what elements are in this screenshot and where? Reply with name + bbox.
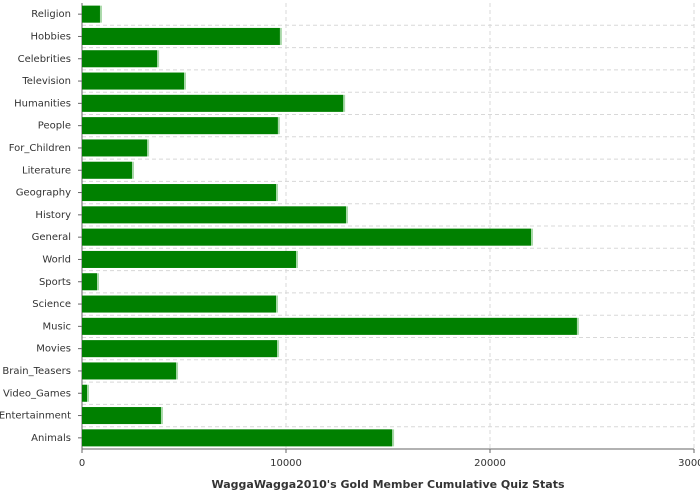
bar (82, 340, 278, 358)
y-tick-label: People (38, 121, 71, 132)
bar (82, 407, 161, 425)
bar (82, 117, 278, 135)
bar (82, 184, 277, 202)
y-tick-label: Video_Games (3, 388, 71, 399)
bar (82, 317, 577, 335)
bar (82, 228, 532, 246)
y-tick-label: Humanities (14, 98, 71, 109)
bar (82, 250, 296, 268)
bar (82, 72, 184, 90)
y-tick-label: Entertainment (0, 411, 71, 422)
bar (82, 50, 158, 68)
bar (82, 362, 177, 380)
y-tick-label: Religion (31, 9, 71, 20)
bar (82, 206, 346, 224)
y-tick-label: Literature (22, 165, 71, 176)
x-tick-label: 30000 (678, 458, 700, 469)
bar (82, 5, 100, 23)
y-tick-label: Sports (39, 277, 71, 288)
y-tick-label: Brain_Teasers (2, 366, 71, 377)
y-tick-label: Television (21, 76, 71, 87)
bar (82, 161, 132, 179)
x-tick-label: 10000 (270, 458, 302, 469)
y-tick-label: Animals (31, 433, 71, 444)
bar (82, 429, 393, 447)
y-tick-label: Hobbies (31, 31, 71, 42)
y-tick-label: History (35, 210, 71, 221)
y-tick-label: World (42, 254, 71, 265)
y-tick-label: Geography (16, 188, 71, 199)
bar (82, 94, 344, 112)
bar (82, 139, 148, 157)
y-tick-label: For_Children (9, 143, 71, 154)
bar (82, 384, 87, 402)
x-axis-title: WaggaWagga2010's Gold Member Cumulative … (211, 478, 564, 491)
y-tick-label: Music (43, 321, 71, 332)
bar (82, 273, 97, 291)
bar (82, 295, 277, 313)
y-tick-label: Celebrities (18, 54, 71, 65)
y-tick-label: Science (32, 299, 71, 310)
y-tick-label: Movies (36, 344, 71, 355)
y-tick-label: General (32, 232, 71, 243)
x-tick-label: 0 (79, 458, 85, 469)
bar (82, 27, 280, 45)
x-tick-label: 20000 (474, 458, 506, 469)
